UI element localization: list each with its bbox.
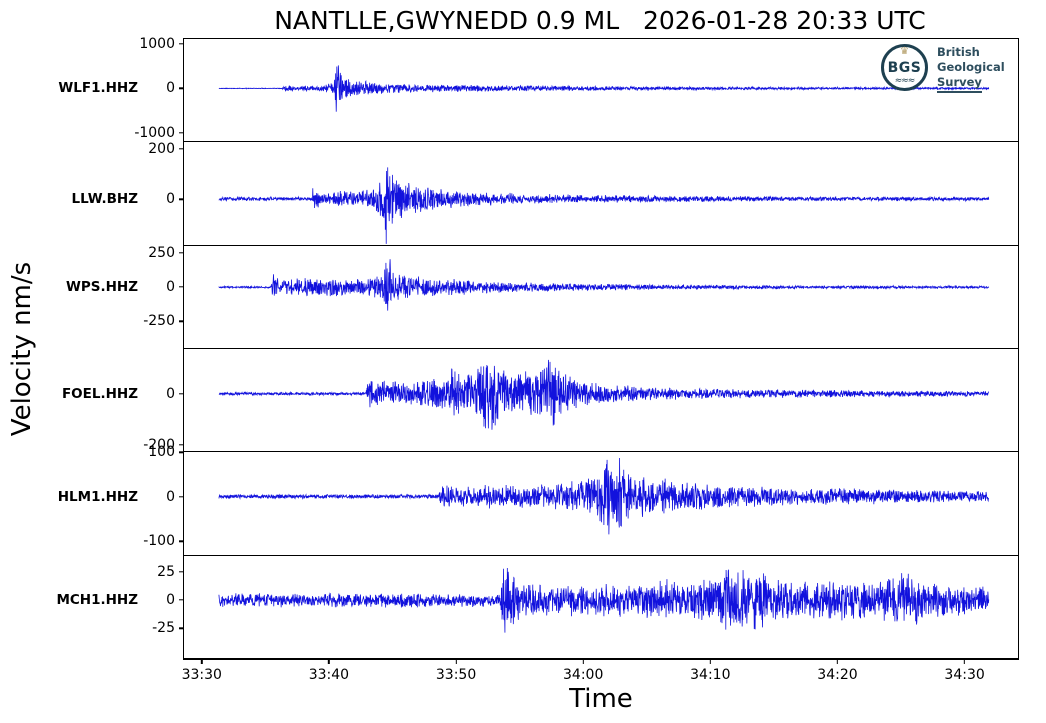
trace-label-WLF1.HHZ: WLF1.HHZ (58, 80, 138, 97)
subplot-FOEL.HHZ: FOEL.HHZ 0 -200 (62, 349, 1018, 453)
bgs-roundel-icon: ♛ BGS ≈≈≈ (881, 44, 928, 91)
x-tick-mark (201, 659, 203, 664)
y-tick-label: 100 (148, 444, 175, 461)
x-tick-34:00: 34:00 (563, 659, 603, 683)
x-tick-mark (582, 659, 584, 664)
waveform-WLF1.HHZ (218, 65, 990, 112)
y-tick-mark (179, 599, 184, 601)
y-tick-label: 0 (166, 385, 175, 402)
bgs-abbr-text: BGS (887, 60, 922, 76)
y-tick-label: 25 (157, 563, 175, 580)
x-tick-34:20: 34:20 (817, 659, 858, 683)
waveform-LLW.BHZ (218, 167, 990, 245)
y-tick-label: -200 (143, 436, 175, 453)
y-tick-mark (179, 251, 184, 254)
waveform-HLM1.HHZ (218, 458, 989, 535)
trace-label-WPS.HHZ: WPS.HHZ (65, 278, 138, 295)
figure-title: NANTLLE,GWYNEDD 0.9 ML 2026-01-28 20:33 … (274, 6, 926, 35)
y-tick-label: 1000 (139, 35, 175, 52)
waveform-MCH1.HHZ (218, 567, 990, 633)
x-tick-33:40: 33:40 (309, 659, 349, 683)
x-tick-label: 34:30 (944, 667, 985, 683)
y-tick-label: 200 (148, 140, 175, 157)
subplot-LLW.BHZ: LLW.BHZ 200 0 (72, 141, 1018, 246)
subplot-HLM1.HHZ: HLM1.HHZ 100 0 -100 (58, 444, 1018, 556)
y-tick-mark (179, 320, 184, 322)
y-tick-mark (179, 451, 184, 454)
y-tick-label: 0 (166, 488, 175, 505)
logo-line-british: British (937, 45, 980, 59)
y-tick-label: -25 (152, 620, 175, 637)
x-tick-label: 34:20 (817, 667, 858, 683)
y-tick-mark (179, 286, 184, 288)
y-axis-label: Velocity nm/s (7, 261, 37, 437)
bgs-logo: ♛ BGS ≈≈≈ British Geological Survey (877, 42, 1017, 98)
x-tick-label: 34:00 (563, 667, 604, 683)
y-tick-mark (179, 570, 184, 573)
x-tick-label: 33:50 (435, 667, 477, 683)
y-tick-label: -100 (143, 533, 175, 550)
logo-line-survey: Survey (937, 75, 1005, 93)
x-tick-mark (455, 659, 457, 664)
y-tick-mark (179, 132, 184, 134)
y-tick-mark (179, 43, 184, 45)
y-tick-mark (179, 540, 184, 542)
y-tick-label: 0 (166, 591, 175, 608)
waveform-WPS.HHZ (218, 258, 990, 311)
x-tick-label: 34:10 (690, 667, 731, 683)
x-tick-mark (709, 659, 712, 664)
subplot-WPS.HHZ: WPS.HHZ 250 0 -250 (66, 245, 1018, 349)
y-tick-label: -1000 (134, 124, 175, 141)
crown-icon: ♛ (900, 46, 909, 57)
y-tick-label: 0 (166, 191, 175, 208)
trace-label-FOEL.HHZ: FOEL.HHZ (61, 385, 138, 402)
y-tick-mark (179, 627, 184, 630)
x-tick-33:50: 33:50 (436, 659, 476, 683)
x-tick-label: 33:30 (181, 667, 222, 683)
x-axis-label: Time (569, 684, 633, 714)
subplot-WLF1.HHZ: WLF1.HHZ 1000 0 -1000 (58, 36, 1018, 143)
waves-icon: ≈≈≈ (894, 76, 916, 86)
y-tick-label: -250 (143, 313, 175, 330)
bgs-logo-text: British Geological Survey (937, 45, 1005, 93)
y-tick-mark (179, 198, 184, 200)
y-tick-label: 0 (166, 278, 175, 295)
x-tick-mark (836, 659, 839, 664)
trace-label-MCH1.HHZ: MCH1.HHZ (56, 591, 138, 608)
x-tick-mark (328, 659, 330, 664)
y-tick-label: 250 (148, 244, 175, 261)
y-tick-mark (179, 393, 184, 395)
y-tick-mark (179, 87, 184, 90)
plot-area: WLF1.HHZ 1000 0 -1000 LLW.BHZ 200 0 WPS.HHZ 250 0… (56, 36, 1019, 683)
y-tick-mark (179, 444, 184, 446)
x-tick-label: 33:40 (308, 667, 350, 683)
y-tick-mark (179, 496, 184, 498)
y-tick-mark (179, 147, 184, 150)
trace-label-HLM1.HHZ: HLM1.HHZ (57, 488, 138, 505)
trace-label-LLW.BHZ: LLW.BHZ (71, 191, 138, 208)
x-tick-34:30: 34:30 (944, 659, 985, 683)
logo-line-geological: Geological (937, 59, 1005, 74)
y-tick-label: 0 (166, 80, 175, 97)
waveform-FOEL.HHZ (218, 359, 990, 430)
x-tick-33:30: 33:30 (182, 659, 222, 683)
x-tick-34:10: 34:10 (690, 659, 731, 683)
x-tick-mark (963, 659, 966, 664)
subplot-MCH1.HHZ: MCH1.HHZ 25 0 -25 (56, 556, 1018, 659)
